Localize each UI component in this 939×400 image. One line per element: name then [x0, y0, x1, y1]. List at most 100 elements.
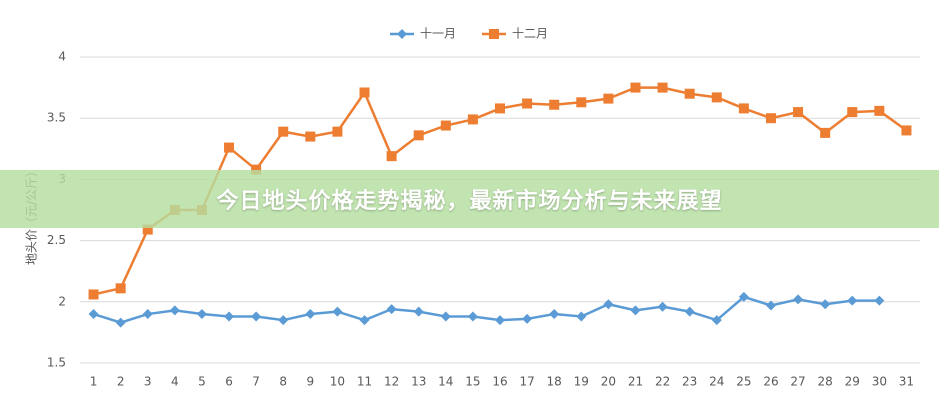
banner: 今日地头价格走势揭秘，最新市场分析与未来展望: [0, 170, 939, 228]
x-tick-label: 7: [252, 375, 260, 389]
point: [467, 114, 478, 125]
legend-label: 十一月: [420, 27, 456, 41]
point: [765, 113, 776, 124]
x-tick-label: 9: [307, 375, 315, 389]
point: [115, 317, 126, 328]
x-tick-label: 10: [330, 375, 345, 389]
point: [332, 126, 343, 137]
point: [386, 304, 397, 315]
point: [278, 315, 289, 326]
point: [413, 130, 424, 141]
point: [793, 294, 804, 305]
x-tick-label: 17: [519, 375, 534, 389]
x-tick-label: 11: [357, 375, 372, 389]
point: [847, 295, 858, 306]
point: [630, 82, 641, 93]
point: [142, 309, 153, 320]
point: [765, 300, 776, 311]
series-line: [93, 295, 880, 324]
point: [251, 164, 262, 175]
point: [630, 305, 641, 316]
x-tick-label: 8: [279, 375, 287, 389]
x-tick-label: 1: [90, 375, 98, 389]
point: [251, 311, 262, 322]
point: [522, 98, 533, 109]
point: [793, 107, 804, 118]
banner-text: 今日地头价格走势揭秘，最新市场分析与未来展望: [216, 189, 723, 214]
x-tick-label: 5: [198, 375, 206, 389]
point: [440, 311, 451, 322]
point: [305, 309, 316, 320]
point: [738, 291, 749, 302]
point: [576, 97, 587, 108]
x-tick-label: 25: [736, 375, 751, 389]
point: [820, 299, 831, 310]
point: [603, 299, 614, 310]
point: [874, 105, 885, 116]
point: [88, 289, 99, 300]
x-tick-label: 3: [144, 375, 152, 389]
point: [196, 309, 207, 320]
legend-marker: [489, 29, 499, 39]
x-tick-label: 15: [465, 375, 480, 389]
y-tick-label: 2.5: [47, 233, 66, 247]
point: [684, 306, 695, 317]
x-tick-label: 12: [384, 375, 399, 389]
y-tick-label: 1.5: [47, 356, 66, 370]
point: [495, 103, 505, 114]
point: [684, 88, 695, 99]
x-tick-label: 18: [547, 375, 562, 389]
x-tick-label: 13: [411, 375, 426, 389]
y-tick-label: 2: [58, 294, 66, 308]
point: [278, 126, 289, 137]
x-tick-label: 4: [171, 375, 179, 389]
point: [142, 224, 153, 235]
point: [359, 315, 370, 326]
point: [847, 107, 858, 118]
point: [522, 313, 533, 324]
x-tick-label: 31: [899, 375, 914, 389]
point: [874, 295, 885, 306]
x-tick-label: 19: [574, 375, 589, 389]
x-tick-label: 20: [601, 375, 616, 389]
x-tick-label: 27: [790, 375, 805, 389]
point: [901, 125, 912, 136]
x-tick-label: 2: [117, 375, 125, 389]
point: [549, 309, 560, 320]
point: [603, 93, 614, 104]
x-tick-label: 22: [655, 375, 670, 389]
point: [386, 151, 397, 162]
point: [576, 311, 587, 322]
legend-marker: [397, 29, 407, 39]
x-tick-label: 6: [225, 375, 233, 389]
x-tick-label: 23: [682, 375, 697, 389]
point: [657, 82, 668, 93]
point: [224, 142, 235, 153]
x-tick-label: 24: [709, 375, 724, 389]
point: [332, 306, 343, 317]
point: [359, 87, 370, 98]
point: [305, 131, 316, 142]
x-tick-label: 21: [628, 375, 643, 389]
x-tick-label: 14: [438, 375, 453, 389]
point: [440, 120, 451, 131]
point: [115, 283, 126, 294]
x-tick-label: 30: [872, 375, 887, 389]
point: [820, 127, 831, 138]
y-tick-label: 4: [58, 50, 66, 64]
point: [495, 315, 505, 326]
x-tick-label: 29: [845, 375, 860, 389]
point: [88, 309, 99, 320]
x-tick-label: 26: [763, 375, 778, 389]
point: [467, 311, 478, 322]
point: [738, 103, 749, 114]
point: [413, 306, 424, 317]
legend-label: 十二月: [512, 27, 548, 41]
point: [711, 315, 722, 326]
point: [711, 92, 722, 103]
y-tick-label: 3.5: [47, 111, 66, 125]
point: [657, 301, 668, 312]
point: [224, 311, 235, 322]
